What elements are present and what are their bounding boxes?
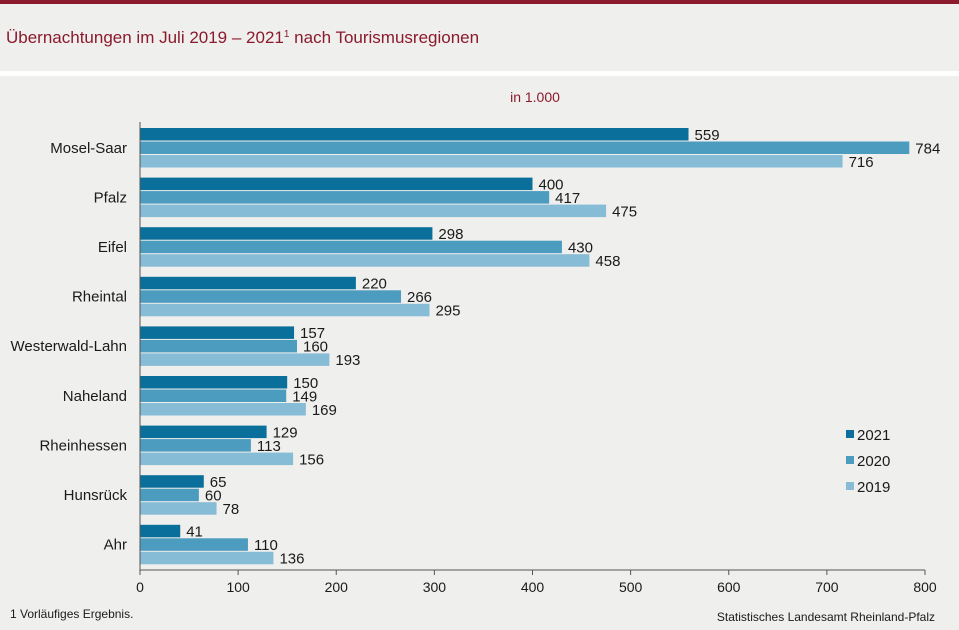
legend-swatch-2020	[846, 456, 854, 464]
bar-rheintal-2021	[140, 276, 356, 290]
x-tick-label-200: 200	[325, 579, 349, 595]
value-label-eifel-2020: 430	[568, 239, 593, 256]
bar-ahr-2021	[140, 524, 181, 538]
value-label-eifel-2019: 458	[595, 253, 620, 270]
bar-westerwald-lahn-2021	[140, 326, 295, 339]
title-divider	[0, 71, 959, 76]
value-label-rheinhessen-2021: 129	[273, 424, 298, 441]
value-label-mosel-saar-2019: 716	[849, 154, 874, 171]
value-label-pfalz-2021: 400	[539, 176, 564, 193]
category-label-mosel-saar: Mosel-Saar	[50, 140, 127, 157]
bar-mosel-saar-2019	[140, 155, 843, 168]
value-label-westerwald-lahn-2019: 193	[335, 352, 360, 369]
legend-label-2020: 2020	[857, 453, 890, 470]
legend-label-2019: 2019	[857, 479, 890, 496]
x-tick-label-600: 600	[717, 579, 741, 595]
value-label-rheinhessen-2019: 156	[299, 451, 324, 468]
value-label-ahr-2019: 136	[279, 551, 304, 568]
category-label-eifel: Eifel	[98, 239, 127, 256]
bar-eifel-2020	[140, 240, 562, 254]
value-label-rheinhessen-2020: 113	[257, 438, 281, 455]
bar-hunsrück-2021	[140, 475, 204, 488]
value-label-pfalz-2020: 417	[555, 190, 580, 207]
unit-label: in 1.000	[510, 89, 560, 105]
x-tick-label-300: 300	[423, 579, 447, 595]
value-label-rheintal-2020: 266	[407, 289, 432, 306]
bar-mosel-saar-2020	[140, 141, 910, 154]
value-label-naheland-2021: 150	[293, 375, 318, 392]
source-note: Statistisches Landesamt Rheinland-Pfalz	[716, 610, 935, 624]
value-label-ahr-2020: 110	[254, 537, 278, 554]
category-label-pfalz: Pfalz	[94, 189, 127, 206]
x-tick-label-400: 400	[521, 579, 545, 595]
bar-eifel-2019	[140, 254, 590, 267]
legend-swatch-2019	[846, 482, 854, 490]
legend-label-2021: 2021	[857, 427, 890, 444]
bar-rheintal-2020	[140, 290, 402, 303]
bar-pfalz-2020	[140, 191, 550, 204]
bar-naheland-2021	[140, 376, 288, 389]
category-label-hunsrück: Hunsrück	[64, 487, 128, 504]
category-label-westerwald-lahn: Westerwald-Lahn	[11, 338, 127, 355]
value-label-westerwald-lahn-2020: 160	[303, 339, 328, 356]
legend-swatch-2021	[846, 430, 854, 438]
top-accent-bar	[0, 0, 959, 4]
bar-rheinhessen-2020	[140, 439, 251, 452]
value-label-hunsrück-2020: 60	[205, 487, 222, 504]
value-label-mosel-saar-2020: 784	[915, 140, 940, 157]
value-label-westerwald-lahn-2021: 157	[300, 325, 325, 342]
value-label-hunsrück-2019: 78	[223, 501, 240, 518]
bar-hunsrück-2020	[140, 488, 199, 502]
value-label-rheintal-2019: 295	[435, 303, 460, 320]
value-label-eifel-2021: 298	[438, 226, 463, 243]
x-tick-label-100: 100	[226, 579, 250, 595]
category-label-ahr: Ahr	[104, 537, 127, 554]
bar-rheinhessen-2021	[140, 425, 267, 439]
bar-westerwald-lahn-2019	[140, 353, 330, 366]
bar-westerwald-lahn-2020	[140, 339, 297, 353]
value-label-mosel-saar-2021: 559	[695, 127, 720, 144]
value-label-pfalz-2019: 475	[612, 203, 637, 220]
value-label-rheintal-2021: 220	[362, 276, 387, 293]
bar-hunsrück-2019	[140, 502, 217, 515]
x-tick-label-0: 0	[136, 579, 144, 595]
bar-ahr-2020	[140, 538, 248, 551]
x-tick-label-700: 700	[815, 579, 839, 595]
value-label-hunsrück-2021: 65	[210, 474, 227, 491]
bar-ahr-2019	[140, 551, 274, 565]
value-label-ahr-2021: 41	[186, 524, 203, 541]
bar-naheland-2019	[140, 403, 306, 416]
x-tick-label-800: 800	[913, 579, 937, 595]
bar-rheinhessen-2019	[140, 452, 294, 466]
category-label-naheland: Naheland	[63, 388, 127, 405]
bar-eifel-2021	[140, 227, 433, 240]
footnote: 1 Vorläufiges Ergebnis.	[10, 607, 134, 621]
category-label-rheintal: Rheintal	[72, 289, 127, 306]
bar-mosel-saar-2021	[140, 128, 689, 141]
category-label-rheinhessen: Rheinhessen	[39, 437, 127, 454]
x-tick-label-500: 500	[619, 579, 643, 595]
bar-rheintal-2019	[140, 303, 430, 317]
value-label-naheland-2019: 169	[312, 402, 337, 419]
chart-title: Übernachtungen im Juli 2019 – 20211 nach…	[6, 28, 480, 47]
bar-pfalz-2021	[140, 177, 533, 191]
bar-pfalz-2019	[140, 204, 607, 218]
value-label-naheland-2020: 149	[292, 388, 317, 405]
bar-naheland-2020	[140, 389, 287, 402]
